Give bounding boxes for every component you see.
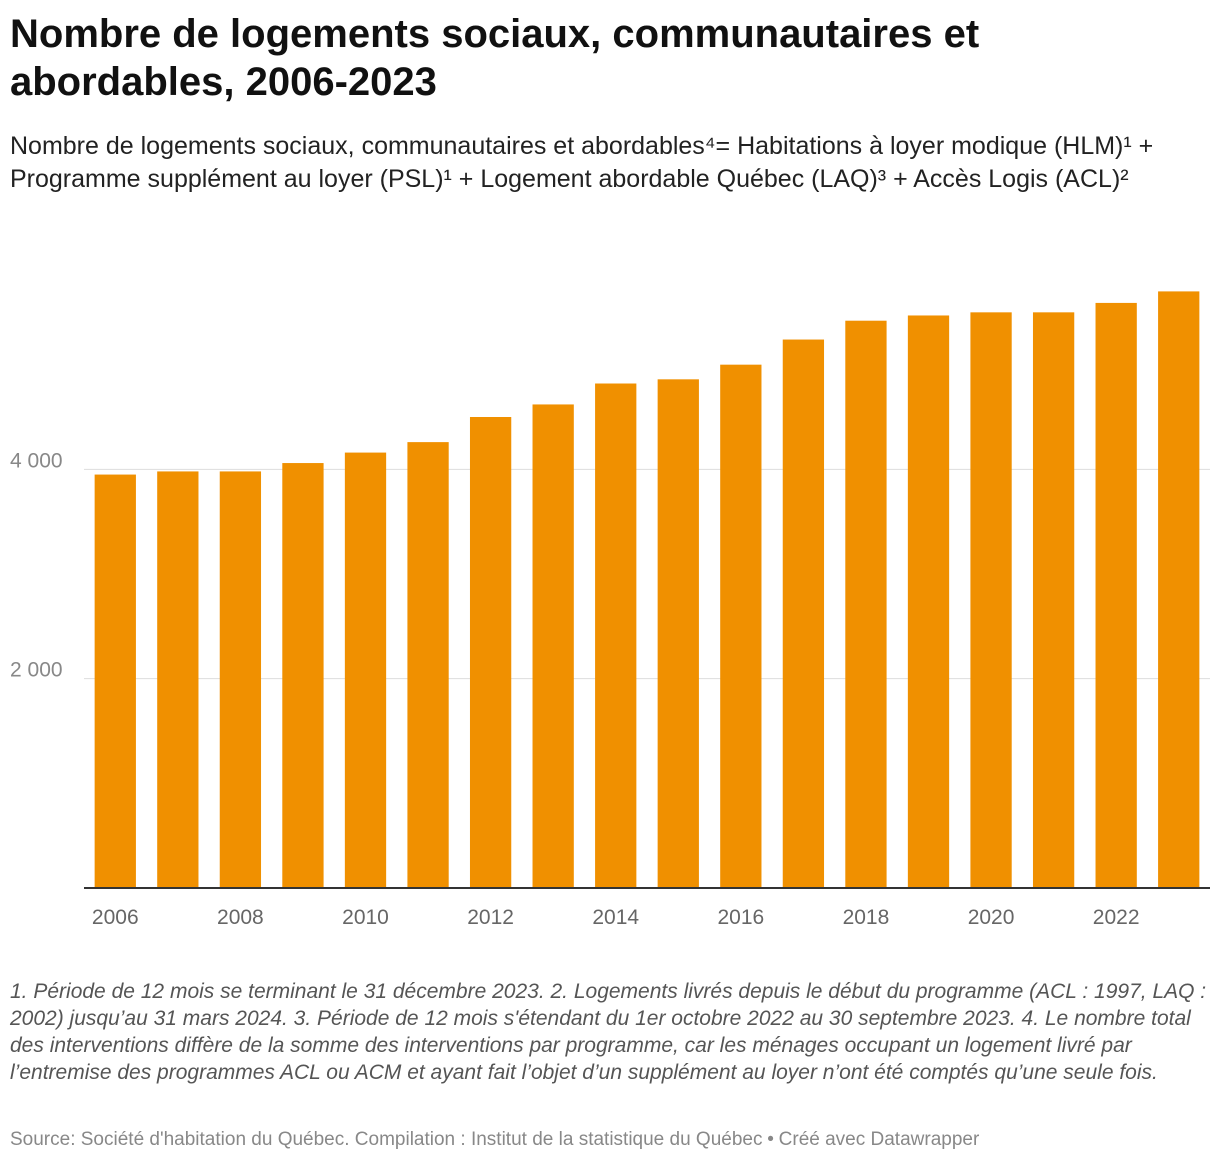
bar-2008 <box>219 471 262 888</box>
x-tick-label: 2006 <box>92 906 139 929</box>
chart-title: Nombre de logements sociaux, communautai… <box>10 12 980 104</box>
x-tick-label: 2018 <box>843 906 890 929</box>
footnotes: 1. Période de 12 mois se terminant le 31… <box>10 980 1207 1084</box>
bar-2017 <box>782 339 825 889</box>
y-tick-label: 2 000 <box>10 659 63 682</box>
x-tick-label: 2014 <box>592 906 639 929</box>
y-tick-label: 4 000 <box>10 449 63 472</box>
x-tick-label: 2022 <box>1093 906 1140 929</box>
bar-2022 <box>1095 302 1137 888</box>
bar-2021 <box>1032 312 1075 888</box>
gridlines: 2 000 4 000 <box>10 449 1210 682</box>
x-tick-label: 2012 <box>467 906 514 929</box>
datawrapper-credit-link[interactable]: Créé avec Datawrapper <box>778 1129 980 1150</box>
bar-2009 <box>282 463 324 888</box>
bar-2006 <box>94 474 136 888</box>
bar-2018 <box>845 320 887 888</box>
bar-2020 <box>970 312 1012 888</box>
bar-2012 <box>469 417 512 888</box>
source-text: Source: Société d'habitation du Québec. … <box>10 1129 763 1150</box>
chart-subtitle: Nombre de logements sociaux, communautai… <box>10 132 1154 193</box>
x-tick-label: 2008 <box>217 906 264 929</box>
x-tick-label: 2016 <box>717 906 764 929</box>
bar-2023 <box>1158 291 1200 888</box>
bar-2019 <box>907 315 950 888</box>
bar-2010 <box>344 452 387 888</box>
bar-2011 <box>407 442 449 888</box>
x-tick-label: 2010 <box>342 906 389 929</box>
source-separator: • <box>767 1129 774 1150</box>
bars <box>94 291 1200 889</box>
source-line: Source: Société d'habitation du Québec. … <box>10 1128 1210 1152</box>
x-tick-label: 2020 <box>968 906 1015 929</box>
bar-2015 <box>657 379 699 888</box>
bar-2007 <box>157 471 199 888</box>
bar-2016 <box>720 364 762 889</box>
bar-2013 <box>532 404 574 888</box>
bar-2014 <box>595 383 637 888</box>
x-axis-labels: 2006 2008 2010 2012 2014 2016 2018 2020 2022 <box>92 906 1140 929</box>
